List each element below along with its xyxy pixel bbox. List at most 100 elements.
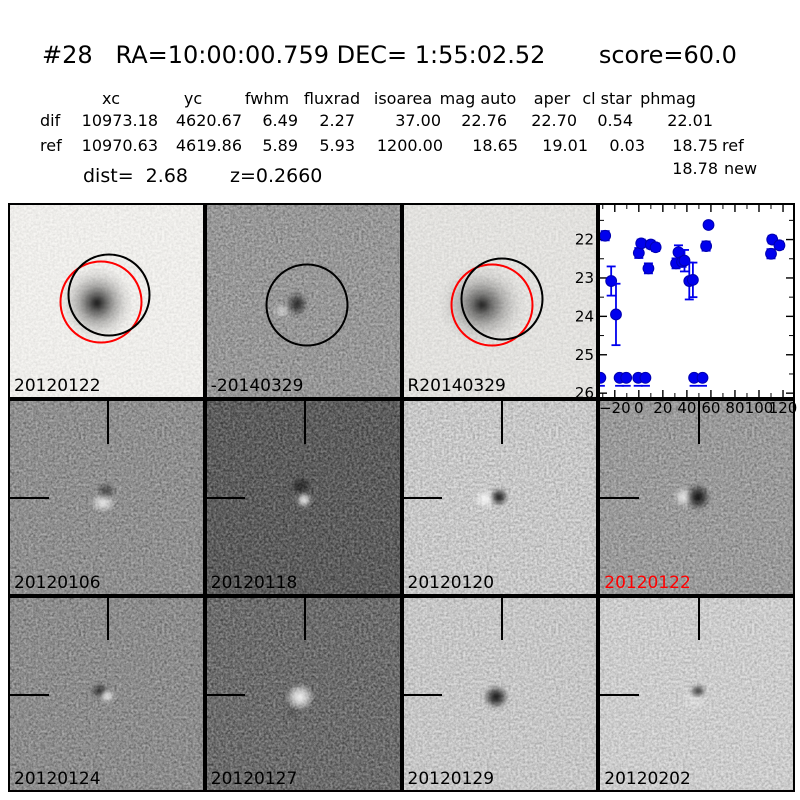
cutout-label: 20120120 [407,572,495,593]
cutout-label: 20120127 [210,768,298,789]
data-point [600,229,612,242]
col-header-cl-star: cl star [582,89,632,108]
data-point [642,262,655,275]
cutout-label: -20140329 [210,376,304,397]
col-header-isoarea: isoarea [373,89,433,108]
col-header-aper: aper [533,89,571,108]
cutout-grid: 20120122 -20140329 R20140329 −20 0 20 40 60 8… [8,203,798,792]
cutout-epoch-20120120: 20120120 [401,399,599,596]
row-label-ref: ref [40,136,62,155]
y-tick-label: 25 [575,346,594,364]
data-point [696,371,709,384]
data-point [678,254,691,267]
col-header-fwhm: fwhm [244,89,290,108]
x-tick-label: 60 [702,399,721,417]
ref-yc: 4619.86 [175,136,242,155]
noise-texture [206,205,400,398]
redshift-value: z=0.2660 [230,165,323,187]
transient-white [283,680,318,713]
crosshair-tick-left [403,497,443,500]
transient-dark [682,480,713,513]
y-tick-label: 24 [575,307,594,325]
data-point [633,247,645,259]
y-tick-label: 23 [575,269,594,287]
cutout-label: 20120106 [14,572,101,593]
row-label-dif: dif [40,111,61,130]
data-point [635,237,648,250]
transient-white [295,491,314,510]
y-tick-label: 22 [575,231,594,249]
ref-fluxrad: 5.93 [319,136,355,155]
crosshair-tick-top [697,597,700,640]
crosshair-tick-top [697,401,700,444]
aperture-circle-black [460,257,544,341]
aperture-circle-black [67,253,151,337]
cutout-label: 20120202 [604,768,691,789]
crosshair-tick-left [600,693,639,696]
crosshair-tick-left [206,497,246,500]
new-phmag: 18.78 [672,159,718,178]
ref-aper: 19.01 [542,136,588,155]
crosshair-tick-left [10,497,49,500]
crosshair-tick-top [107,597,110,640]
cutout-epoch-20120122: 20120122 [598,399,795,596]
residual-white [87,492,118,515]
x-tick-label: 0 [634,399,644,417]
cutout-dif-20140329: -20140329 [204,203,402,400]
data-point [700,240,713,252]
transient-dark [687,682,708,699]
ref-isoarea: 1200.00 [376,136,443,155]
dif-isoarea: 37.00 [395,111,441,130]
col-header-phmag: phmag [640,89,696,108]
cutout-label: 20120129 [407,768,495,789]
crosshair-tick-left [206,693,246,696]
ref-mag-auto: 18.65 [472,136,518,155]
col-header-xc: xc [102,89,120,108]
ref-fwhm: 5.89 [262,136,298,155]
cutout-label: 20120124 [14,768,101,789]
crosshair-tick-left [403,693,443,696]
data-point [639,371,652,384]
data-point [765,247,778,260]
crosshair-tick-top [500,597,503,640]
x-tick-label: −20 [599,399,631,417]
x-tick-label: 20 [654,399,673,417]
cutout-epoch-20120124: 20120124 [8,595,205,792]
x-tick-label: 80 [726,399,745,417]
cutout-label-highlighted: 20120122 [604,572,691,593]
cutout-new-20120122: 20120122 [8,203,205,400]
dif-xc: 10973.18 [81,111,158,130]
dif-mag-auto: 22.76 [461,111,507,130]
cutout-epoch-20120127: 20120127 [204,595,402,792]
cutout-epoch-20120129: 20120129 [401,595,599,792]
crosshair-tick-top [304,401,307,444]
dif-aper: 22.70 [531,111,577,130]
data-point [649,241,662,254]
col-header-yc: yc [183,89,203,108]
cutout-epoch-20120118: 20120118 [204,399,402,596]
data-point [773,239,786,252]
cutout-label: 20120122 [14,376,101,397]
dif-fwhm: 6.49 [262,111,298,130]
y-tick-label: 26 [575,384,594,402]
transient-dark [487,486,510,509]
crosshair-tick-top [500,401,503,444]
crosshair-tick-top [107,401,110,444]
cutout-epoch-20120202: 20120202 [598,595,795,792]
residual-dark [283,706,300,721]
col-header-mag-auto: mag auto [439,89,517,108]
light-curve-plot: −20 0 20 40 60 80 100 120 22 23 24 25 26 [575,203,798,417]
transient-dark [480,681,513,712]
cutout-label: R20140329 [407,376,506,397]
x-tick-label: 40 [678,399,697,417]
light-curve-points [600,219,786,387]
cutout-epoch-20120106: 20120106 [8,399,205,596]
dif-phmag: 22.01 [667,111,713,130]
dist-value: dist= 2.68 [83,165,188,187]
cutout-ref-20140329: R20140329 [401,203,599,400]
x-tick-label: 100 [745,399,774,417]
data-point [620,371,633,384]
data-point [702,219,715,231]
crosshair-tick-left [10,693,49,696]
